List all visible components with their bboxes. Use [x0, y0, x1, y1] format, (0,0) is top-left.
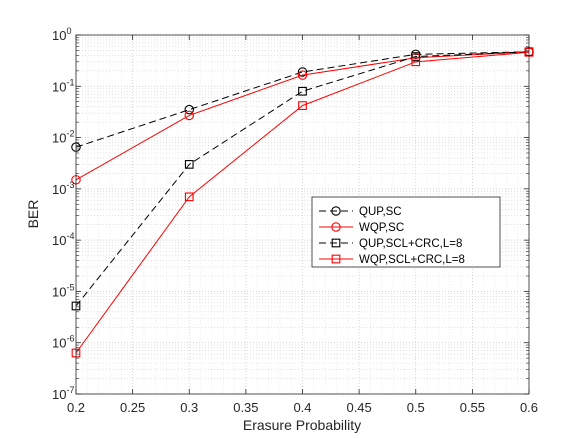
data-point [184, 110, 195, 121]
x-tick-label: 0.3 [180, 400, 198, 415]
x-tick-label: 0.4 [293, 400, 311, 415]
x-tick-labels: 0.2 0.25 0.3 0.35 0.4 0.45 0.5 0.55 0.6 [67, 400, 538, 415]
x-tick-label: 0.5 [407, 400, 425, 415]
data-point [298, 101, 307, 110]
legend-entry: QUP,SCL+CRC,L=8 [319, 238, 462, 250]
legend-label: WQP,SCL+CRC,L=8 [359, 254, 465, 266]
legend-marker [331, 222, 341, 232]
y-tick-label: 10-5 [52, 282, 74, 299]
series-line [75, 51, 530, 354]
y-tick-label: 10-4 [52, 231, 74, 248]
tick-marks [75, 34, 530, 395]
legend-label: QUP,SC [359, 206, 402, 218]
legend-marker [331, 238, 341, 248]
y-tick-label: 10-6 [52, 334, 74, 351]
data-point [184, 192, 194, 202]
data-point [297, 70, 308, 80]
y-tick-label: 10-3 [52, 180, 74, 197]
legend-label: WQP,SC [359, 222, 404, 234]
y-tick-label: 100 [52, 26, 71, 43]
y-axis-title: BER [25, 200, 41, 229]
x-axis-title: Erasure Probability [243, 417, 361, 433]
x-tick-label: 0.2 [67, 400, 85, 415]
y-tick-label: 10-7 [52, 385, 74, 402]
legend-entry: WQP,SC [319, 222, 404, 234]
data-point [184, 104, 195, 115]
y-tick-labels: 100 10-1 10-2 10-3 10-4 10-5 10-6 10-7 [52, 26, 74, 402]
legend-marker [331, 206, 341, 216]
data-point [411, 52, 421, 61]
legend-entry: QUP,SC [319, 206, 402, 218]
x-tick-label: 0.6 [520, 400, 538, 415]
data-point [298, 86, 307, 96]
legend-entry: WQP,SCL+CRC,L=8 [319, 254, 465, 266]
y-tick-label: 10-2 [52, 129, 74, 146]
legend-marker [331, 254, 341, 264]
series-line [75, 51, 530, 148]
x-tick-label: 0.55 [460, 400, 485, 415]
data-point [184, 160, 194, 169]
x-tick-label: 0.45 [346, 400, 371, 415]
legend-label: QUP,SCL+CRC,L=8 [359, 238, 462, 250]
series-line [75, 51, 530, 181]
data-point [297, 67, 308, 77]
x-tick-label: 0.35 [233, 400, 258, 415]
y-tick-label: 10-1 [52, 77, 74, 94]
x-tick-label: 0.25 [120, 400, 145, 415]
legend-box [311, 196, 501, 268]
legend: QUP,SC WQP,SC QUP,SCL+CRC,L=8 WQP,SCL+CRC,L… [311, 196, 501, 268]
data-point [411, 57, 421, 67]
